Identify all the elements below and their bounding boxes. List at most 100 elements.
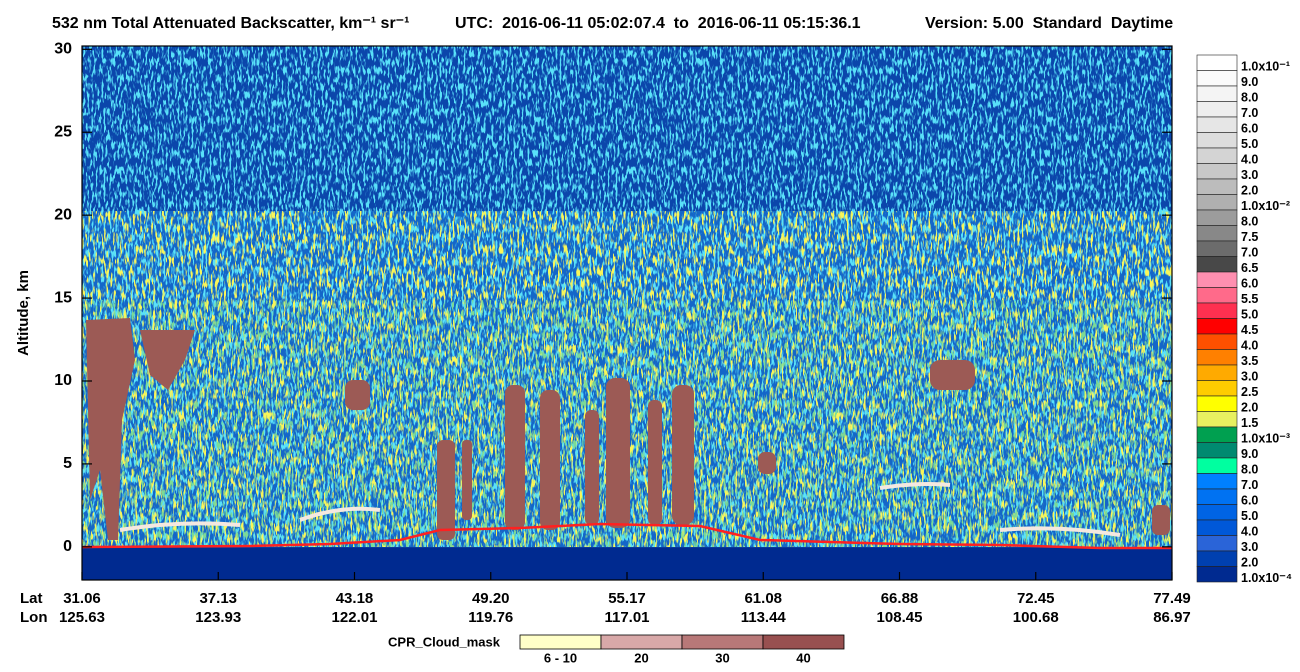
colorbar-label: 7.0 [1241,478,1258,492]
legend-label: 40 [796,650,810,665]
cloud [505,385,525,530]
colorbar-cell [1196,54,1238,71]
colorbar-label: 6.0 [1241,494,1258,508]
lat-label: 49.20 [472,590,510,607]
cloud [606,378,630,528]
x-row-label: Lon [20,609,48,626]
colorbar-cell [1196,163,1238,180]
colorbar-label: 4.0 [1241,525,1258,539]
colorbar-label: 2.0 [1241,401,1258,415]
lat-label: 66.88 [881,590,919,607]
colorbar-label: 3.5 [1241,354,1258,368]
colorbar-label: 5.0 [1241,137,1258,151]
lat-label: 61.08 [744,590,782,607]
colorbar-cell [1196,101,1238,118]
y-tick-label: 15 [54,289,72,306]
lon-label: 86.97 [1153,609,1191,626]
colorbar-cell [1196,349,1238,366]
legend-swatch [600,634,683,650]
colorbar-cell [1196,287,1238,304]
colorbar-label: 9.0 [1241,75,1258,89]
colorbar-cell [1196,535,1238,552]
colorbar-label: 7.0 [1241,246,1258,260]
lon-label: 123.93 [195,609,241,626]
colorbar-label: 5.5 [1241,292,1258,306]
colorbar-cell [1196,302,1238,319]
legend-title: CPR_Cloud_mask [388,634,501,649]
time-range: UTC: 2016-06-11 05:02:07.4 to 2016-06-11… [455,15,861,32]
colorbar-cell [1196,318,1238,335]
heatmap-image [81,46,1172,580]
x-row-label: Lat [20,590,43,607]
colorbar-cell [1196,147,1238,164]
colorbar-cell [1196,457,1238,474]
colorbar-label: 1.0x10⁻⁴ [1241,571,1292,585]
colorbar-cell [1196,380,1238,397]
cloud [462,440,472,520]
colorbar-label: 7.0 [1241,106,1258,120]
colorbar-label: 4.5 [1241,323,1258,337]
colorbar-cell [1196,364,1238,381]
colorbar-cell [1196,333,1238,350]
colorbar-cell [1196,519,1238,536]
colorbar-label: 1.5 [1241,416,1258,430]
colorbar-cell [1196,178,1238,195]
chart-title: 532 nm Total Attenuated Backscatter, km⁻… [52,15,409,32]
y-tick-label: 20 [54,206,72,223]
colorbar-cell [1196,473,1238,490]
colorbar-cell [1196,85,1238,102]
cloud [672,385,694,525]
cloud [585,410,599,525]
version: Version: 5.00 Standard Daytime [925,15,1173,32]
colorbar-label: 4.0 [1241,339,1258,353]
colorbar-label: 7.5 [1241,230,1258,244]
y-tick-label: 5 [63,455,72,472]
colorbar-label: 4.0 [1241,153,1258,167]
y-tick-label: 30 [54,41,72,58]
cloud [648,400,662,525]
cloud [930,360,975,390]
cloud [345,380,370,410]
colorbar-cell [1196,550,1238,567]
colorbar-label: 6.0 [1241,122,1258,136]
colorbar-cell [1196,209,1238,226]
colorbar-cell [1196,256,1238,273]
lon-label: 117.01 [604,609,649,626]
y-tick-label: 10 [54,372,72,389]
lon-label: 108.45 [877,609,923,626]
cloud [1152,505,1170,535]
lon-label: 125.63 [59,609,105,626]
cloud [86,318,135,540]
y-tick-label: 0 [63,538,72,555]
lat-label: 55.17 [608,590,646,607]
colorbar-label: 2.5 [1241,385,1258,399]
legend-label: 6 - 10 [544,650,577,665]
colorbar-cell [1196,426,1238,443]
colorbar-label: 1.0x10⁻³ [1241,432,1290,446]
lat-label: 77.49 [1153,590,1191,607]
cloud [140,330,195,390]
lon-label: 122.01 [332,609,378,626]
colorbar-label: 1.0x10⁻² [1241,199,1290,213]
cloud [540,390,560,530]
colorbar-cell [1196,116,1238,133]
lon-label: 100.68 [1013,609,1059,626]
colorbar-label: 3.0 [1241,370,1258,384]
y-tick-label: 25 [54,123,72,140]
colorbar-cell [1196,225,1238,242]
colorbar-cell [1196,194,1238,211]
colorbar-cell [1196,488,1238,505]
legend-swatch [762,634,845,650]
lon-label: 119.76 [468,609,513,626]
cloud [758,452,776,474]
colorbar-label: 3.0 [1241,540,1258,554]
colorbar-cell [1196,566,1238,583]
colorbar-label: 2.0 [1241,184,1258,198]
surface-return [81,522,1172,550]
colorbar-cell [1196,411,1238,428]
colorbar-cell [1196,504,1238,521]
colorbar-cell [1196,442,1238,459]
legend-label: 20 [634,650,648,665]
colorbar-label: 5.0 [1241,509,1258,523]
